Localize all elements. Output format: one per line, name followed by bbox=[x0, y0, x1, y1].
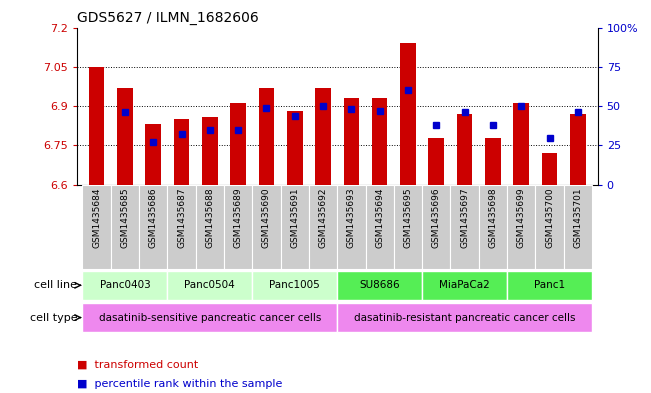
Bar bbox=[315, 88, 331, 185]
Bar bbox=[570, 114, 586, 185]
Text: GSM1435694: GSM1435694 bbox=[375, 187, 384, 248]
Bar bbox=[253, 271, 337, 300]
Text: dasatinib-resistant pancreatic cancer cells: dasatinib-resistant pancreatic cancer ce… bbox=[354, 312, 575, 323]
Text: Panc1: Panc1 bbox=[534, 280, 565, 290]
Bar bbox=[117, 88, 133, 185]
Text: cell line: cell line bbox=[35, 280, 77, 290]
Bar bbox=[400, 43, 416, 185]
Bar bbox=[485, 138, 501, 185]
Text: Panc0504: Panc0504 bbox=[184, 280, 235, 290]
Bar bbox=[230, 103, 246, 185]
Text: GSM1435685: GSM1435685 bbox=[120, 187, 130, 248]
Text: Panc0403: Panc0403 bbox=[100, 280, 150, 290]
Bar bbox=[365, 185, 394, 269]
Bar bbox=[253, 185, 281, 269]
Bar bbox=[174, 119, 189, 185]
Bar bbox=[535, 185, 564, 269]
Bar bbox=[258, 88, 274, 185]
Text: SU8686: SU8686 bbox=[359, 280, 400, 290]
Bar bbox=[422, 271, 507, 300]
Bar bbox=[281, 185, 309, 269]
Text: GDS5627 / ILMN_1682606: GDS5627 / ILMN_1682606 bbox=[77, 11, 258, 25]
Text: GSM1435695: GSM1435695 bbox=[404, 187, 413, 248]
Bar bbox=[337, 185, 365, 269]
Bar bbox=[507, 185, 535, 269]
Bar bbox=[457, 114, 473, 185]
Text: GSM1435696: GSM1435696 bbox=[432, 187, 441, 248]
Text: GSM1435691: GSM1435691 bbox=[290, 187, 299, 248]
Bar bbox=[344, 98, 359, 185]
Bar bbox=[287, 111, 303, 185]
Text: GSM1435684: GSM1435684 bbox=[92, 187, 101, 248]
Bar bbox=[394, 185, 422, 269]
Text: ■  transformed count: ■ transformed count bbox=[77, 359, 198, 369]
Bar bbox=[89, 67, 104, 185]
Text: GSM1435697: GSM1435697 bbox=[460, 187, 469, 248]
Bar bbox=[111, 185, 139, 269]
Bar bbox=[564, 185, 592, 269]
Text: GSM1435699: GSM1435699 bbox=[517, 187, 526, 248]
Text: GSM1435698: GSM1435698 bbox=[488, 187, 497, 248]
Bar bbox=[514, 103, 529, 185]
Bar bbox=[145, 125, 161, 185]
Text: GSM1435690: GSM1435690 bbox=[262, 187, 271, 248]
Bar bbox=[337, 271, 422, 300]
Bar bbox=[372, 98, 387, 185]
Bar bbox=[542, 153, 557, 185]
Bar bbox=[167, 271, 253, 300]
Text: GSM1435701: GSM1435701 bbox=[574, 187, 582, 248]
Text: ■  percentile rank within the sample: ■ percentile rank within the sample bbox=[77, 379, 282, 389]
Text: MiaPaCa2: MiaPaCa2 bbox=[439, 280, 490, 290]
Bar bbox=[139, 185, 167, 269]
Text: GSM1435700: GSM1435700 bbox=[545, 187, 554, 248]
Text: dasatinib-sensitive pancreatic cancer cells: dasatinib-sensitive pancreatic cancer ce… bbox=[99, 312, 321, 323]
Bar bbox=[224, 185, 253, 269]
Text: GSM1435689: GSM1435689 bbox=[234, 187, 243, 248]
Bar bbox=[478, 185, 507, 269]
Bar bbox=[83, 303, 337, 332]
Bar bbox=[337, 303, 592, 332]
Text: GSM1435688: GSM1435688 bbox=[205, 187, 214, 248]
Bar bbox=[83, 185, 111, 269]
Text: Panc1005: Panc1005 bbox=[270, 280, 320, 290]
Text: GSM1435687: GSM1435687 bbox=[177, 187, 186, 248]
Bar bbox=[196, 185, 224, 269]
Bar bbox=[167, 185, 196, 269]
Bar bbox=[83, 271, 167, 300]
Bar bbox=[507, 271, 592, 300]
Bar bbox=[428, 138, 444, 185]
Text: GSM1435692: GSM1435692 bbox=[318, 187, 327, 248]
Bar bbox=[450, 185, 478, 269]
Text: cell type: cell type bbox=[30, 312, 77, 323]
Text: GSM1435693: GSM1435693 bbox=[347, 187, 356, 248]
Bar bbox=[422, 185, 450, 269]
Bar bbox=[202, 117, 217, 185]
Text: GSM1435686: GSM1435686 bbox=[148, 187, 158, 248]
Bar bbox=[309, 185, 337, 269]
